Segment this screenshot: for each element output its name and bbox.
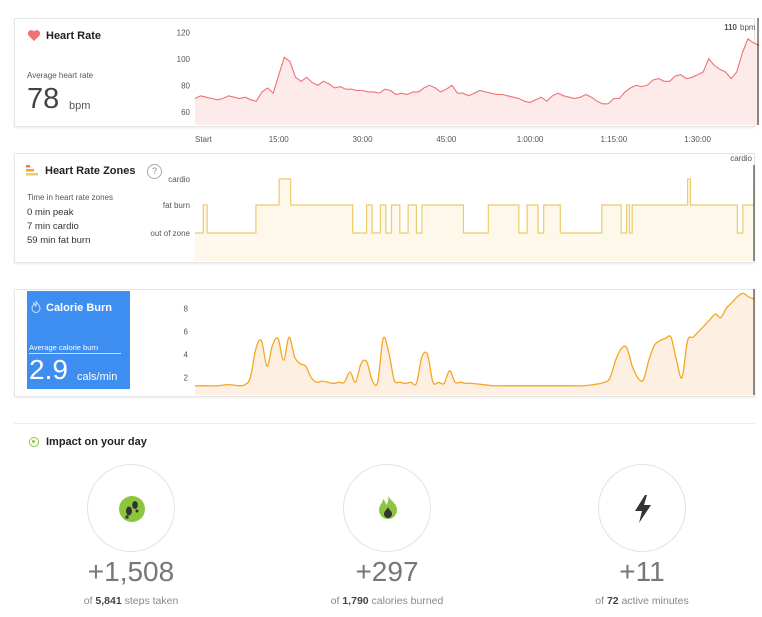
flame-icon (379, 495, 397, 519)
footsteps-icon (119, 496, 145, 522)
zones-current-label: cardio (730, 154, 752, 163)
zone-peak-text: 0 min peak (27, 207, 74, 218)
zones-y-tick-cardio: cardio (168, 175, 190, 184)
calorie-title: Calorie Burn (46, 302, 113, 314)
heart-rate-area (195, 38, 759, 125)
hr-x-tick-5: 1:15:00 (600, 135, 627, 144)
steps-value: +1,508 (87, 556, 175, 587)
calorie-line (195, 292, 755, 387)
active-minutes-value: +11 (619, 556, 665, 587)
steps-sub: of 5,841 steps taken (21, 595, 241, 607)
avg-calorie-label: Average calorie burn (29, 343, 99, 352)
zones-sub-label: Time in heart rate zones (27, 193, 113, 202)
zone-fatburn-text: 59 min fat burn (27, 235, 91, 246)
heart-icon (27, 30, 41, 41)
hr-x-tick-0: Start (195, 135, 213, 144)
zones-line (195, 178, 755, 234)
hr-x-tick-2: 30:00 (353, 135, 374, 144)
calories-value: +297 (355, 556, 419, 587)
impact-title: Impact on your day (46, 436, 147, 448)
impact-target-icon (29, 437, 39, 447)
cal-y-tick-4: 4 (184, 351, 189, 360)
active-minutes-total: 72 (606, 595, 619, 607)
avg-heart-rate-label: Average heart rate (27, 71, 94, 80)
avg-heart-rate-unit: bpm (69, 100, 91, 112)
hr-current-value: 110 (724, 23, 737, 32)
hr-y-tick-100: 100 (177, 55, 191, 64)
cal-y-tick-8: 8 (184, 304, 189, 313)
hr-x-tick-4: 1:00:00 (517, 135, 544, 144)
zones-title: Heart Rate Zones (45, 165, 136, 177)
hr-x-tick-3: 45:00 (436, 135, 457, 144)
flame-icon (31, 301, 41, 313)
avg-calorie-value: 2.9 (29, 354, 68, 385)
hr-current-unit: bpm (740, 23, 756, 32)
hr-x-tick-1: 15:00 (269, 135, 290, 144)
calorie-chart[interactable]: 8 6 4 2 (160, 289, 760, 397)
section-divider (14, 423, 755, 424)
active-minutes-suffix: active minutes (621, 595, 689, 607)
hr-y-tick-60: 60 (181, 108, 190, 117)
hr-y-tick-80: 80 (181, 81, 190, 90)
zones-y-tick-fat-burn: fat burn (163, 201, 190, 210)
zones-y-tick-out-of-zone: out of zone (150, 229, 190, 238)
hr-x-tick-6: 1:30:00 (684, 135, 711, 144)
calories-sub: of 1,790 calories burned (277, 595, 497, 607)
calories-prefix: of (330, 595, 340, 607)
steps-prefix: of (83, 595, 93, 607)
active-minutes-circle (598, 464, 686, 552)
avg-heart-rate-value: 78 (27, 83, 60, 115)
calories-total: 1,790 (342, 595, 369, 607)
lightning-icon (635, 495, 651, 523)
calorie-summary-panel: Calorie Burn Average calorie burn 2.9 ca… (27, 291, 130, 389)
heart-rate-chart[interactable]: 120 100 80 60 Start 15:00 30:00 45:00 1:00:00 1:1… (160, 18, 760, 148)
cal-y-tick-2: 2 (184, 374, 189, 383)
heart-rate-title: Heart Rate (46, 30, 102, 42)
zone-cardio-text: 7 min cardio (27, 221, 79, 232)
zones-chart[interactable]: cardio fat burn out of zone cardio (140, 153, 760, 263)
zones-area (195, 179, 754, 261)
avg-calorie-unit: cals/min (77, 371, 118, 383)
calories-circle (343, 464, 431, 552)
cal-y-tick-6: 6 (184, 327, 189, 336)
steps-circle (87, 464, 175, 552)
calorie-area (195, 293, 754, 395)
divider-line (29, 353, 121, 354)
zones-icon (26, 165, 38, 176)
active-minutes-sub: of 72 active minutes (532, 595, 752, 607)
steps-total: 5,841 (95, 595, 122, 607)
active-minutes-prefix: of (595, 595, 605, 607)
zones-help-icon[interactable]: ? (147, 164, 162, 179)
calories-suffix: calories burned (371, 595, 444, 607)
heart-rate-line (194, 38, 760, 105)
steps-suffix: steps taken (124, 595, 179, 607)
hr-y-tick-120: 120 (177, 28, 191, 37)
